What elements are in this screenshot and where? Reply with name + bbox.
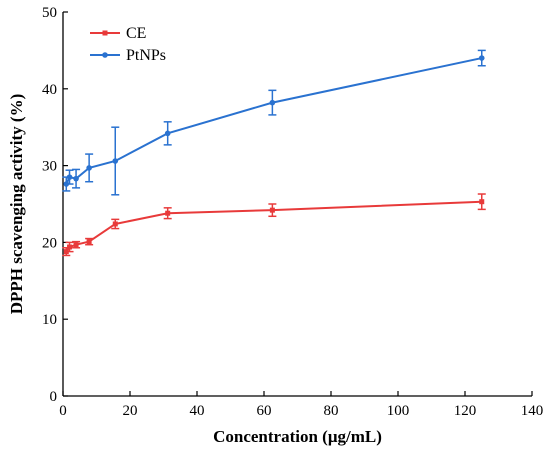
y-axis-title: DPPH scavenging activity (%) bbox=[7, 94, 26, 315]
x-tick-label: 140 bbox=[521, 403, 544, 419]
y-tick-label: 20 bbox=[42, 235, 57, 251]
x-tick-label: 80 bbox=[324, 403, 339, 419]
data-point bbox=[66, 174, 73, 180]
x-axis-title: Concentration (μg/mL) bbox=[213, 427, 382, 446]
y-tick-label: 10 bbox=[42, 312, 57, 328]
y-tick-label: 0 bbox=[50, 389, 58, 405]
data-point bbox=[67, 244, 73, 250]
data-point bbox=[269, 207, 275, 213]
y-tick-label: 40 bbox=[42, 82, 57, 98]
series-line-ptnps bbox=[65, 57, 482, 185]
y-tick-label: 50 bbox=[42, 5, 57, 21]
x-tick-label: 20 bbox=[123, 403, 138, 419]
legend-item-ptnps: PtNPs bbox=[90, 47, 166, 64]
x-tick-label: 0 bbox=[59, 403, 67, 419]
data-point bbox=[86, 239, 92, 245]
x-tick-label: 120 bbox=[454, 403, 477, 419]
axes: 0 20 40 60 80 100 120 140 0 10 20 30 40 50 bbox=[42, 5, 543, 419]
series-ptnps bbox=[62, 49, 486, 196]
data-point bbox=[73, 175, 79, 182]
legend-label: PtNPs bbox=[126, 47, 166, 64]
data-point bbox=[478, 55, 485, 61]
data-point bbox=[269, 99, 276, 106]
legend: CE PtNPs bbox=[90, 25, 166, 64]
x-tick-label: 60 bbox=[257, 403, 272, 419]
series-ce bbox=[62, 193, 486, 257]
legend-marker bbox=[102, 52, 108, 58]
legend-item-ce: CE bbox=[90, 25, 146, 42]
data-point bbox=[164, 130, 171, 137]
data-point bbox=[112, 158, 119, 164]
y-tick-label: 30 bbox=[42, 159, 57, 175]
data-point bbox=[73, 242, 79, 248]
plot-area bbox=[62, 49, 486, 257]
x-tick-label: 40 bbox=[190, 403, 205, 419]
data-point bbox=[86, 165, 92, 171]
legend-marker bbox=[102, 30, 108, 36]
x-tick-label: 100 bbox=[387, 403, 410, 419]
legend-label: CE bbox=[126, 25, 146, 42]
data-point bbox=[165, 210, 171, 216]
data-point bbox=[112, 221, 118, 227]
data-point bbox=[479, 199, 485, 205]
